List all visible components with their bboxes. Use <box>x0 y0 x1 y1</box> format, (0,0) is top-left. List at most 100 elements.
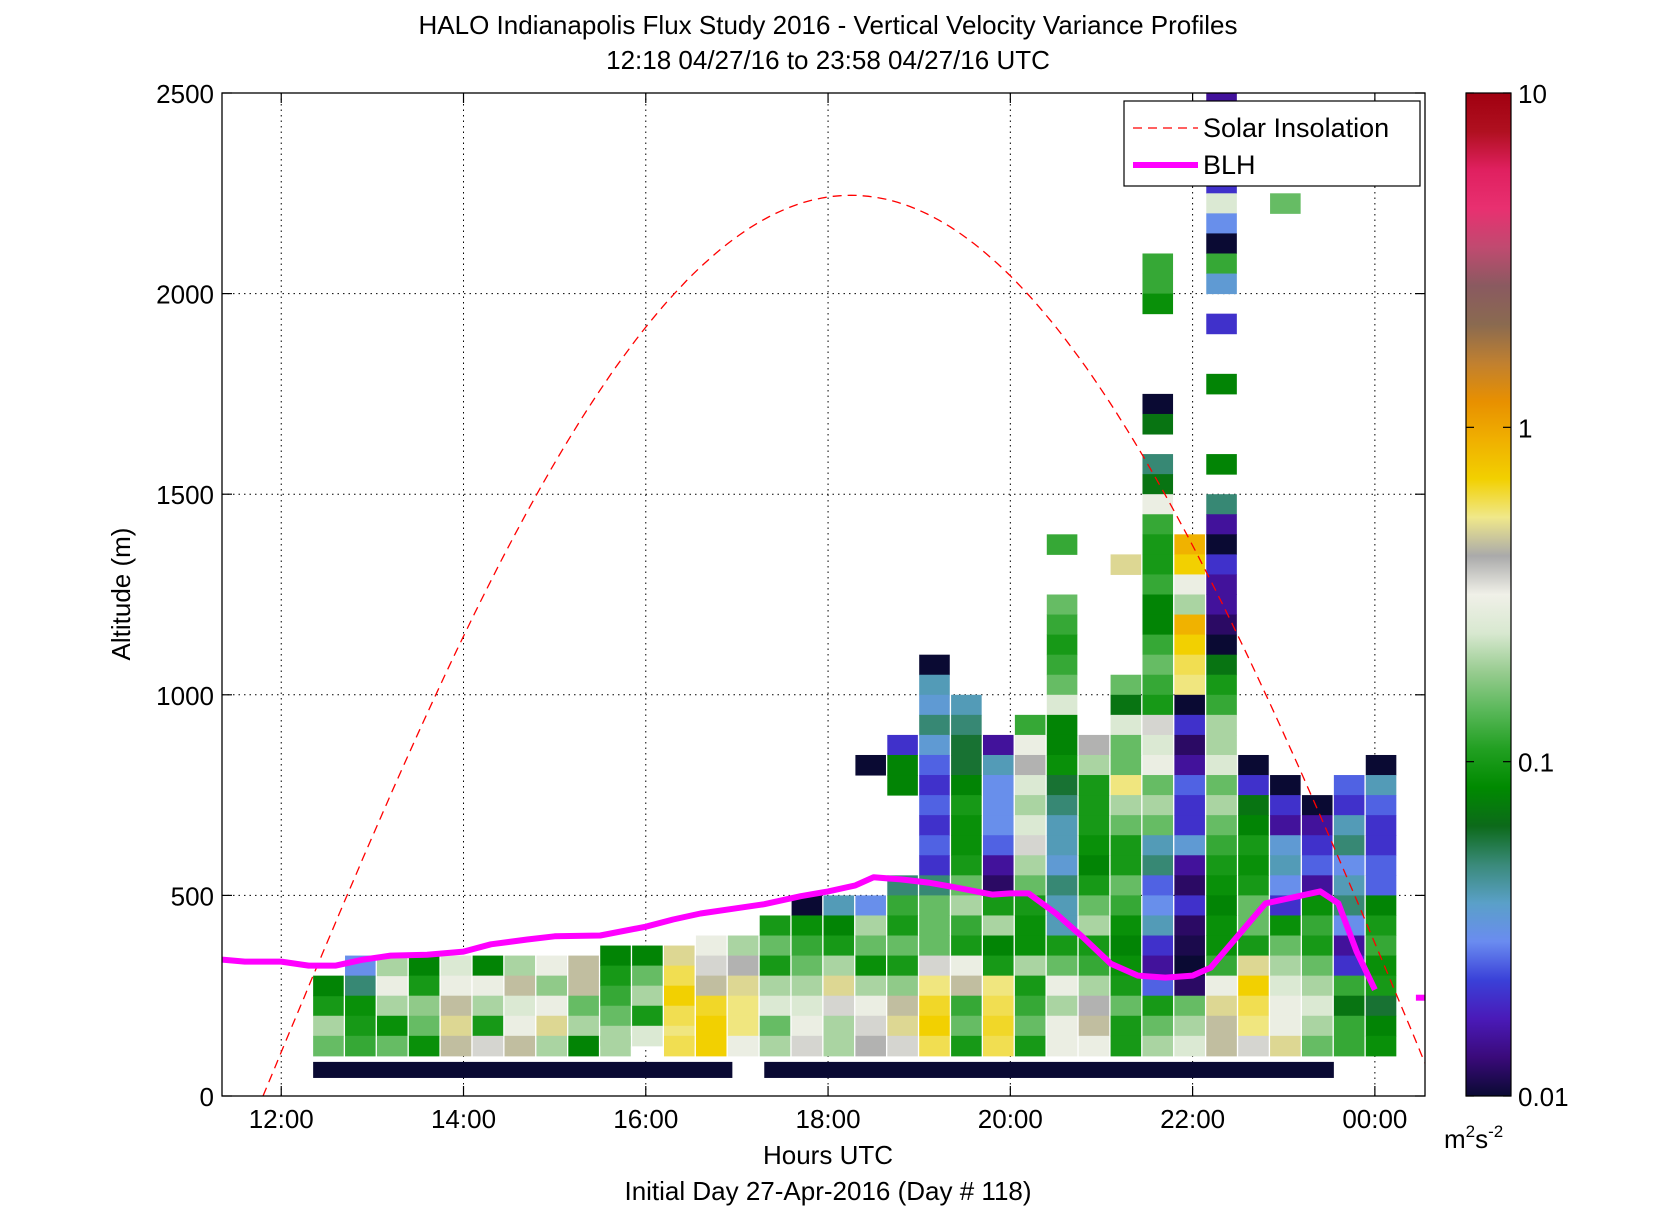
variance-cell <box>1142 694 1174 716</box>
variance-cell <box>1110 915 1142 937</box>
variance-cell <box>345 995 376 1017</box>
y-tick-label: 2500 <box>156 79 214 109</box>
variance-cell <box>376 975 408 997</box>
variance-cell <box>1046 754 1078 776</box>
variance-cell <box>313 975 344 997</box>
variance-cell <box>1238 835 1269 856</box>
colorbar-tick-label: 1 <box>1518 413 1532 443</box>
variance-cell <box>1206 634 1237 656</box>
axis-ticks: 12:00 14:00 16:00 18:00 20:00 22:00 00:00 0 500 1… <box>156 79 1425 1134</box>
variance-cell <box>1301 995 1333 1017</box>
variance-cell <box>1014 835 1046 856</box>
variance-cell <box>727 935 759 957</box>
variance-cell <box>1142 754 1174 776</box>
variance-cell <box>408 1035 440 1057</box>
variance-cell <box>1238 935 1269 957</box>
variance-cell <box>1238 795 1269 816</box>
variance-cell <box>1110 554 1142 575</box>
variance-cell <box>408 995 440 1017</box>
variance-cell <box>919 995 950 1017</box>
variance-cell <box>1174 574 1205 595</box>
variance-cell <box>1206 674 1237 696</box>
variance-cell <box>1206 594 1237 616</box>
variance-cell <box>1142 775 1174 796</box>
variance-cell <box>1206 1015 1237 1037</box>
variance-cell <box>1046 795 1078 816</box>
variance-cell <box>536 1035 567 1057</box>
variance-cell <box>1046 835 1078 856</box>
variance-cell <box>727 975 759 997</box>
variance-cell <box>1046 714 1078 736</box>
variance-cell <box>1142 895 1174 916</box>
variance-cell <box>887 935 918 957</box>
variance-cell <box>1365 795 1397 816</box>
variance-cell <box>1206 654 1237 676</box>
variance-cell <box>1014 754 1046 776</box>
variance-cell <box>600 965 631 987</box>
variance-cell <box>695 935 727 957</box>
variance-cell <box>1301 815 1333 836</box>
variance-cell <box>1078 855 1110 876</box>
variance-cell <box>1046 1015 1078 1037</box>
variance-cell <box>1238 754 1269 776</box>
variance-cell <box>823 955 855 977</box>
variance-cell <box>1206 835 1237 856</box>
variance-cell <box>1206 554 1237 575</box>
variance-cell <box>1078 875 1110 896</box>
variance-cell <box>982 795 1014 816</box>
variance-cell <box>472 1015 504 1037</box>
variance-cell <box>1142 514 1174 535</box>
variance-cell <box>313 1015 344 1037</box>
variance-cell <box>919 714 950 736</box>
variance-cell <box>759 1015 791 1037</box>
variance-cell <box>1238 855 1269 876</box>
variance-cell <box>759 915 791 937</box>
variance-cell <box>1014 855 1046 876</box>
variance-cell <box>1333 1035 1365 1057</box>
variance-cell <box>1142 975 1174 997</box>
plot-frame <box>221 92 1426 1097</box>
variance-cell <box>951 714 982 736</box>
variance-cell <box>1046 1035 1078 1057</box>
variance-cell <box>823 1015 855 1037</box>
variance-cell <box>1110 895 1142 916</box>
x-tick-label: 12:00 <box>249 1104 314 1134</box>
variance-cell <box>887 995 918 1017</box>
variance-cell <box>1142 1015 1174 1037</box>
variance-cell <box>1301 895 1333 916</box>
variance-cell <box>791 1015 823 1037</box>
variance-cell <box>1014 935 1046 957</box>
variance-cell <box>1174 835 1205 856</box>
variance-cell <box>568 975 599 997</box>
variance-cell <box>951 915 982 937</box>
variance-cell <box>632 985 663 1007</box>
variance-cell <box>887 895 918 916</box>
variance-cell <box>695 975 727 997</box>
variance-cell <box>1174 855 1205 876</box>
variance-cell <box>919 734 950 756</box>
variance-cell <box>1078 835 1110 856</box>
variance-cell <box>1046 694 1078 716</box>
variance-cell <box>1078 1015 1110 1037</box>
variance-cell <box>1014 1035 1046 1057</box>
variance-cell <box>1174 915 1205 937</box>
colorbar-ticks: 0.01 0.1 1 10 <box>1466 79 1569 1112</box>
variance-cell <box>1110 815 1142 836</box>
variance-cell <box>1206 915 1237 937</box>
variance-cell <box>951 795 982 816</box>
variance-cell <box>791 995 823 1017</box>
variance-cell <box>759 955 791 977</box>
variance-cell <box>855 915 886 937</box>
variance-cell <box>1270 775 1301 796</box>
variance-cell <box>982 734 1014 756</box>
variance-cell <box>1365 815 1397 836</box>
variance-cell <box>1046 855 1078 876</box>
variance-cell <box>951 935 982 957</box>
variance-cell <box>1206 754 1237 776</box>
variance-cell <box>1014 795 1046 816</box>
variance-cell <box>1142 734 1174 756</box>
variance-cell <box>1206 855 1237 876</box>
variance-cell <box>982 995 1014 1017</box>
variance-cell <box>1174 734 1205 756</box>
near-ground-bar <box>764 1061 1334 1078</box>
